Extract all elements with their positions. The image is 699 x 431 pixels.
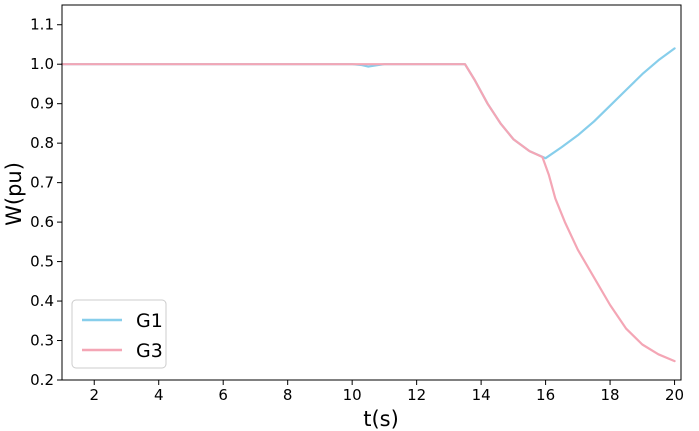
x-tick-label: 20	[665, 386, 684, 404]
x-tick-label: 2	[89, 386, 99, 404]
legend-label-g3: G3	[136, 340, 163, 362]
y-tick-label: 0.8	[30, 134, 54, 152]
x-tick-label: 14	[472, 386, 491, 404]
y-tick-label: 0.3	[30, 332, 54, 350]
x-axis-title: t(s)	[363, 407, 399, 431]
y-tick-label: 1.0	[30, 55, 54, 73]
y-axis-title: W(pu)	[2, 162, 26, 226]
plot-frame	[61, 4, 682, 381]
y-tick-label: 1.1	[30, 16, 54, 34]
x-tick-label: 16	[536, 386, 555, 404]
x-tick-label: 4	[154, 386, 164, 404]
legend-label-g1: G1	[136, 310, 163, 332]
x-tick-label: 18	[601, 386, 620, 404]
y-tick-label: 0.5	[30, 253, 54, 271]
y-tick-label: 0.6	[30, 213, 54, 231]
series-layer	[60, 47, 676, 363]
y-tick-label: 0.2	[30, 371, 54, 389]
y-tick-label: 0.7	[30, 174, 54, 192]
legend: G1 G3	[71, 299, 167, 369]
x-tick-label: 6	[218, 386, 228, 404]
axes-layer: 2 4 6 8 10 12 14 16 18 20 0.2 0.3 0.4 0.5 0.6 0.7 0.8 0.9…	[30, 4, 684, 404]
series-line-g3	[60, 63, 676, 363]
x-tick-label: 12	[407, 386, 426, 404]
x-tick-label: 8	[283, 386, 293, 404]
y-tick-label: 0.4	[30, 292, 54, 310]
y-tick-label: 0.9	[30, 95, 54, 113]
x-tick-label: 10	[343, 386, 362, 404]
